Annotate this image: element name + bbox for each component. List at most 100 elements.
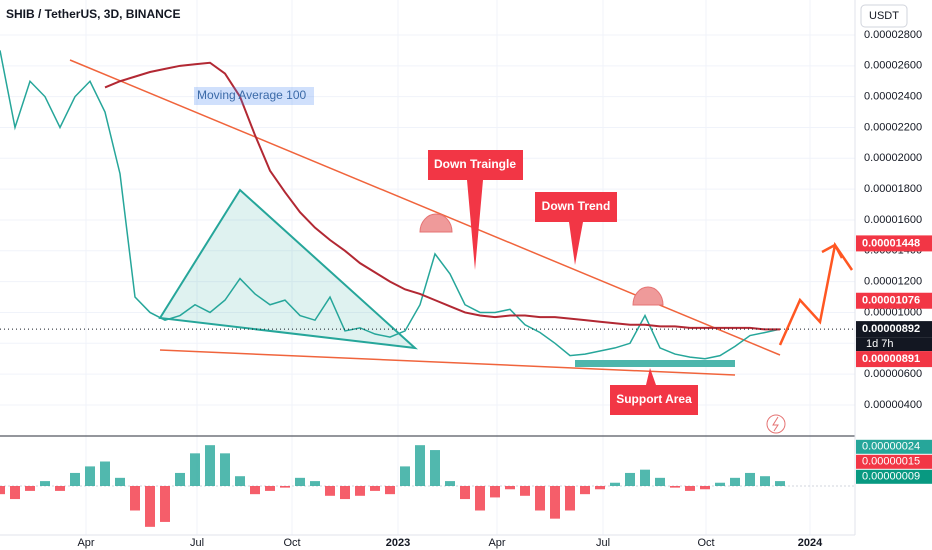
value-badge-label: 0.00000024 xyxy=(862,441,920,453)
y-tick-label: 0.00002400 xyxy=(864,91,922,103)
x-tick-label: 2023 xyxy=(386,537,410,549)
histogram-bar xyxy=(475,486,485,511)
price-badge xyxy=(856,351,932,368)
support-line xyxy=(159,349,736,376)
value-badge-label: 0.00000015 xyxy=(862,456,920,468)
histogram-bar xyxy=(55,486,65,491)
down-trend-line xyxy=(69,59,781,356)
value-badge-label: 0.00000009 xyxy=(862,471,920,483)
price-badge-label: 0.00000892 xyxy=(862,323,920,335)
histogram-bar xyxy=(490,486,500,498)
histogram-bar xyxy=(460,486,470,500)
histogram-bar xyxy=(340,486,350,500)
histogram-bar xyxy=(640,469,650,486)
histogram-bar xyxy=(250,486,260,495)
moving-average-line xyxy=(104,61,780,331)
callout: Support Area xyxy=(610,368,698,415)
legend-box xyxy=(194,87,314,105)
axis-labels: 0.000004000.000006000.000008000.00001000… xyxy=(77,29,932,549)
y-tick-label: 0.00002200 xyxy=(864,121,922,133)
annotation: Down Traingle xyxy=(434,157,516,171)
histogram-bar xyxy=(775,481,785,486)
price-badge xyxy=(856,321,932,338)
price-badge-label: 0.00001076 xyxy=(862,295,920,307)
x-tick-label: Oct xyxy=(697,537,714,549)
histogram-bar xyxy=(160,486,170,522)
callout-box xyxy=(428,150,523,270)
histogram-bar xyxy=(25,486,35,491)
histogram-bar xyxy=(550,486,560,519)
histogram-bar xyxy=(175,472,185,486)
histogram-bar xyxy=(595,486,605,490)
alert-icon[interactable] xyxy=(766,414,786,434)
price-badge-label: 0.00001448 xyxy=(862,237,920,249)
grid xyxy=(0,0,855,535)
histogram-bar xyxy=(295,477,305,486)
histogram-bar xyxy=(40,481,50,486)
callout-box xyxy=(610,368,698,415)
y-tick-label: 0.00000600 xyxy=(864,368,922,380)
histogram-bar xyxy=(430,450,440,486)
y-tick-label: 0.00002000 xyxy=(864,152,922,164)
countdown: 1d 7h xyxy=(866,338,894,350)
histogram-bar xyxy=(385,486,395,495)
value-badge xyxy=(856,439,932,454)
x-tick-label: Jul xyxy=(596,537,610,549)
legend-entry: Moving Average 100 xyxy=(197,88,307,102)
y-tick-label: 0.00001600 xyxy=(864,214,922,226)
support-zone xyxy=(575,360,735,367)
histogram-bar xyxy=(580,486,590,495)
histogram-bar xyxy=(715,482,725,486)
histogram-bar xyxy=(145,486,155,527)
top-bump xyxy=(419,213,453,233)
y-tick-label: 0.00001800 xyxy=(864,183,922,195)
histogram-bar xyxy=(400,466,410,486)
value-badge xyxy=(856,469,932,484)
countdown-badge xyxy=(856,337,932,352)
currency-button[interactable] xyxy=(860,4,908,28)
x-tick-label: Apr xyxy=(488,537,505,549)
chart-title: SHIB / TetherUS, 3D, BINANCE xyxy=(6,7,180,21)
histogram-bar xyxy=(355,486,365,496)
price-badge xyxy=(856,235,932,252)
histogram-bar xyxy=(445,481,455,486)
price-badge-label: 0.00000891 xyxy=(862,353,920,365)
alert-icon-bolt xyxy=(772,416,779,432)
histogram-bar xyxy=(625,472,635,486)
histogram-bar xyxy=(670,486,680,488)
histogram-bar xyxy=(130,486,140,511)
y-tick-label: 0.00002800 xyxy=(864,29,922,41)
histogram-bar xyxy=(415,445,425,486)
histogram-bar xyxy=(115,477,125,486)
y-tick-label: 0.00001000 xyxy=(864,306,922,318)
histogram-bar xyxy=(235,476,245,486)
value-badge xyxy=(856,454,932,469)
price-badge xyxy=(856,292,932,309)
histogram-bar xyxy=(520,486,530,496)
top-bump xyxy=(632,286,664,306)
histogram-bar xyxy=(535,486,545,511)
currency[interactable]: USDT xyxy=(869,10,899,22)
price-line xyxy=(0,50,781,360)
histogram-bar xyxy=(265,486,275,491)
y-tick-label: 0.00001200 xyxy=(864,276,922,288)
x-tick-label: 2024 xyxy=(798,537,823,549)
plot xyxy=(0,50,855,360)
histogram-bar xyxy=(310,481,320,486)
x-tick-label: Jul xyxy=(190,537,204,549)
histogram-bar xyxy=(565,486,575,511)
projection-arrow xyxy=(778,241,854,346)
histogram-bar xyxy=(280,486,290,488)
callout: Down Traingle xyxy=(428,150,523,270)
histogram-bar xyxy=(190,453,200,486)
histogram-bar xyxy=(205,445,215,486)
y-tick-label: 0.00000400 xyxy=(864,399,922,411)
histogram-bar xyxy=(325,486,335,496)
histogram-bar xyxy=(730,477,740,486)
x-tick-label: Apr xyxy=(77,537,94,549)
histogram-bar xyxy=(655,477,665,486)
histogram-bar xyxy=(85,466,95,486)
histogram-bar xyxy=(700,486,710,490)
